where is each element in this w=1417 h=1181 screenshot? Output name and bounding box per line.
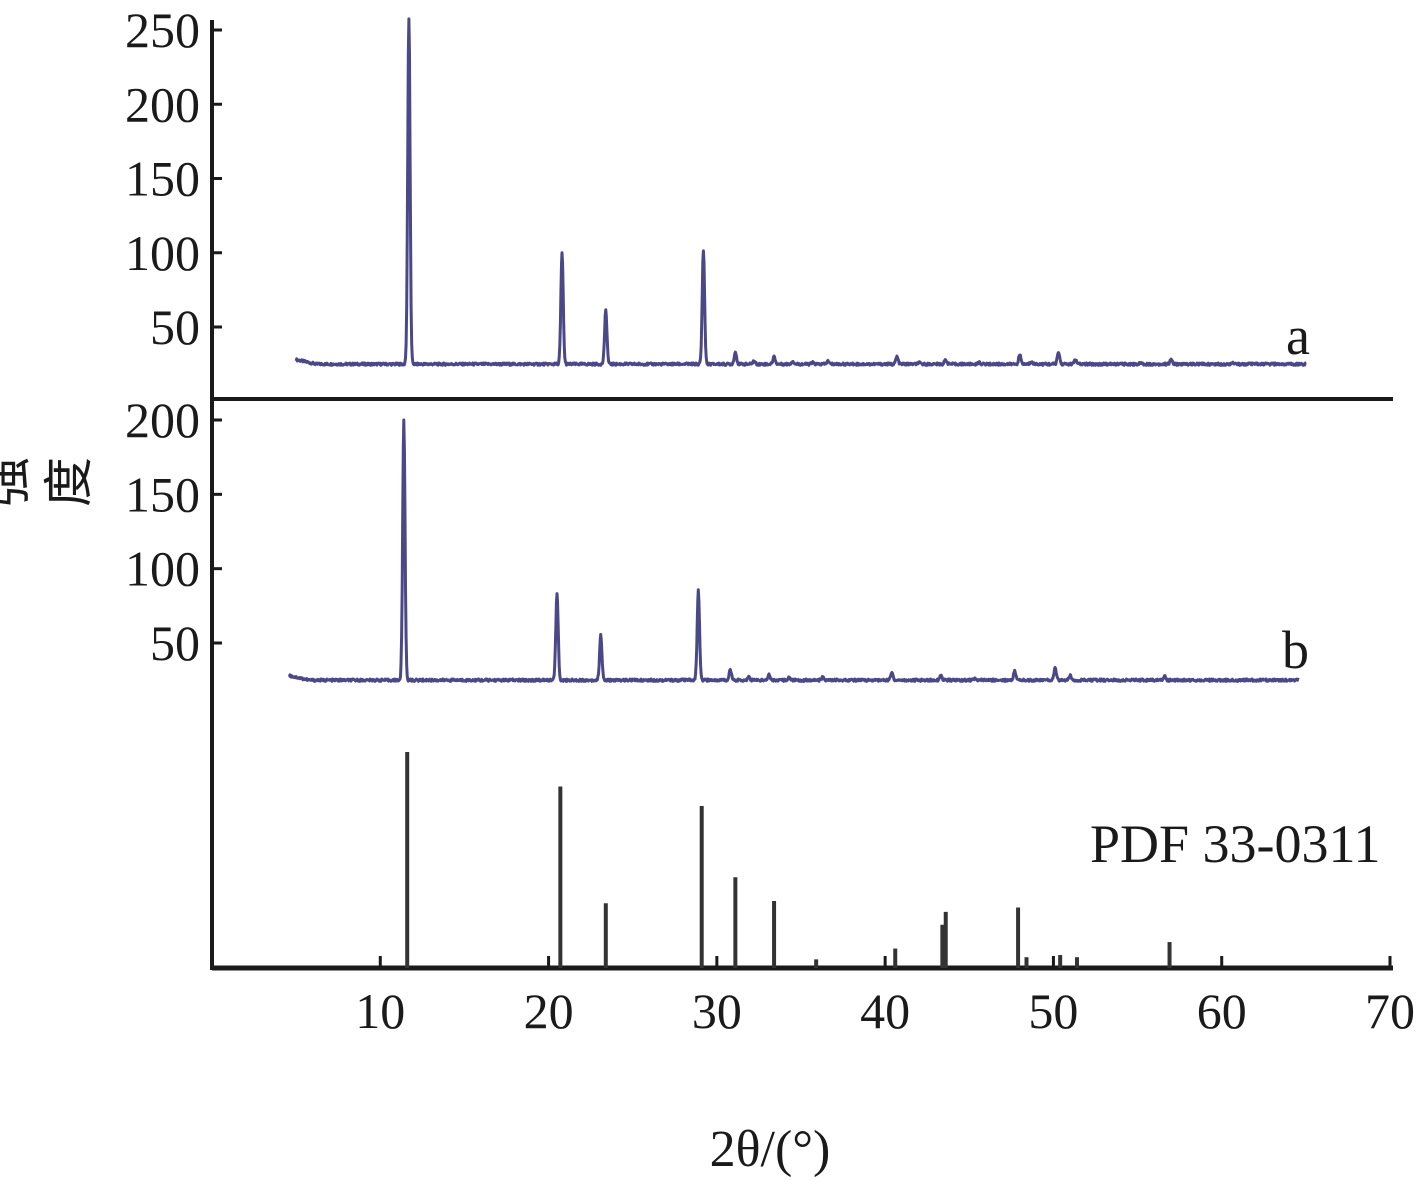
reference-label: PDF 33-0311: [1090, 814, 1381, 874]
y-tick-label-a-200: 200: [125, 76, 200, 132]
x-tick-label-60: 60: [1197, 983, 1247, 1039]
x-tick-label-50: 50: [1028, 983, 1078, 1039]
series-label-b: b: [1282, 620, 1309, 680]
x-tick-label-20: 20: [524, 983, 574, 1039]
x-tick-label-10: 10: [355, 983, 405, 1039]
x-tick-label-70: 70: [1365, 983, 1415, 1039]
y-tick-label-a-100: 100: [125, 225, 200, 281]
y-axis-title: 强度: [0, 457, 98, 507]
panel-b: 50 100 150 200: [125, 392, 1301, 683]
series-label-a: a: [1286, 306, 1310, 366]
x-tick-label-30: 30: [692, 983, 742, 1039]
y-tick-label-a-50: 50: [150, 299, 200, 355]
y-tick-label-b-200: 200: [125, 392, 200, 448]
y-tick-label-b-100: 100: [125, 541, 200, 597]
series-line-a: [294, 17, 1307, 367]
axes: 10 20 30 40 50 60 70: [210, 20, 1415, 1039]
y-tick-label-b-150: 150: [125, 466, 200, 522]
reference-pattern: [405, 752, 1172, 968]
x-axis-title: 2θ/(°): [710, 1121, 831, 1178]
y-tick-label-a-150: 150: [125, 151, 200, 207]
y-tick-label-a-250: 250: [125, 2, 200, 58]
series-line-b: [287, 418, 1301, 683]
x-tick-label-40: 40: [860, 983, 910, 1039]
panel-a: 50 100 150 200 250: [125, 2, 1307, 367]
y-tick-label-b-50: 50: [150, 615, 200, 671]
